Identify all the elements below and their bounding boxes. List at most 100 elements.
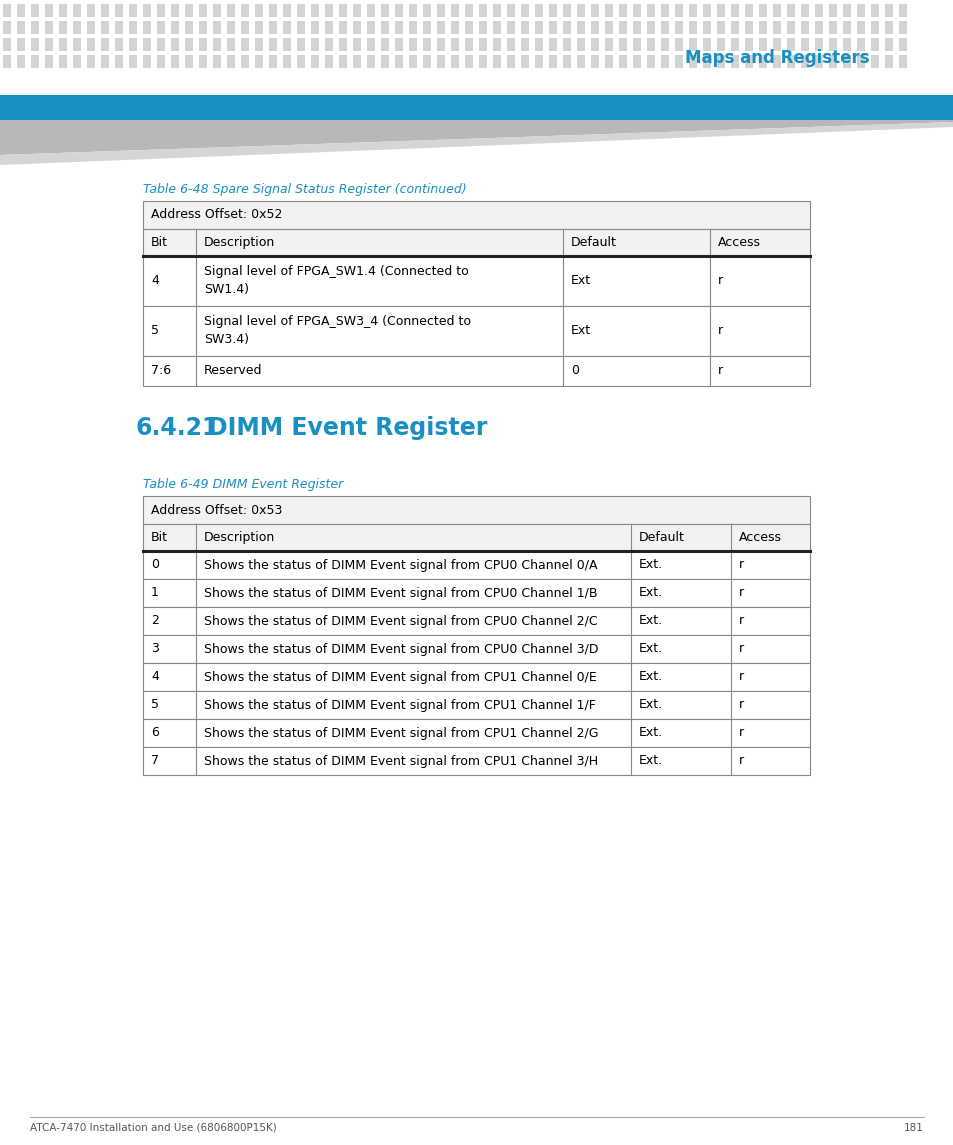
Bar [759,55,766,68]
Bar [409,55,416,68]
Bar [143,524,809,551]
Bar [730,55,739,68]
Bar [143,607,809,635]
Bar [828,21,836,34]
Polygon shape [0,120,953,155]
Text: r: r [739,559,743,571]
Bar [30,3,39,17]
Bar [884,38,892,52]
Bar [73,3,81,17]
Bar [227,55,234,68]
Bar [717,21,724,34]
Bar [101,55,109,68]
Bar [143,496,809,524]
Text: r: r [739,615,743,627]
Bar [786,38,794,52]
Bar [436,3,444,17]
Bar [801,55,808,68]
Bar [493,38,500,52]
Bar [59,21,67,34]
Bar [702,21,710,34]
Bar [856,21,864,34]
Bar [590,55,598,68]
Bar [0,95,953,120]
Bar [870,3,878,17]
Bar [59,38,67,52]
Text: Default: Default [571,236,617,248]
Bar [646,55,655,68]
Text: 0: 0 [571,364,578,378]
Bar [115,38,123,52]
Bar [213,21,221,34]
Bar [478,38,486,52]
Bar [633,55,640,68]
Bar [129,55,137,68]
Bar [730,38,739,52]
Bar [269,55,276,68]
Bar [254,38,263,52]
Bar [17,55,25,68]
Text: Ext.: Ext. [639,615,662,627]
Bar [506,3,515,17]
Bar [451,55,458,68]
Bar [842,3,850,17]
Bar [269,3,276,17]
Bar [325,21,333,34]
Bar [380,38,389,52]
Text: Reserved: Reserved [204,364,262,378]
Text: Shows the status of DIMM Event signal from CPU0 Channel 0/A: Shows the status of DIMM Event signal fr… [204,559,597,571]
Bar [213,38,221,52]
Bar [395,21,402,34]
Text: Ext: Ext [571,275,591,287]
Bar [717,55,724,68]
Bar [464,3,473,17]
Bar [87,3,95,17]
Bar [185,55,193,68]
Bar [213,55,221,68]
Bar [338,3,347,17]
Text: r: r [739,586,743,600]
Bar [535,55,542,68]
Bar [801,21,808,34]
Bar [688,21,697,34]
Bar [520,38,529,52]
Bar [338,38,347,52]
Bar [786,21,794,34]
Bar [353,21,360,34]
Bar [30,21,39,34]
Bar [367,21,375,34]
Text: Ext.: Ext. [639,698,662,711]
Bar [45,55,53,68]
Bar [506,38,515,52]
Bar [870,55,878,68]
Bar [814,38,822,52]
Bar [717,38,724,52]
Bar [618,3,626,17]
Bar [143,55,151,68]
Bar [367,3,375,17]
Text: 3: 3 [151,642,159,655]
Bar [143,747,809,775]
Bar [3,3,11,17]
Bar [101,38,109,52]
Bar [702,38,710,52]
Bar [814,3,822,17]
Bar [380,3,389,17]
Bar [241,38,249,52]
Bar [772,3,781,17]
Bar [3,55,11,68]
Bar [353,38,360,52]
Bar [143,690,809,719]
Bar [143,202,809,229]
Bar [422,21,431,34]
Bar [590,38,598,52]
Bar [759,38,766,52]
Bar [577,3,584,17]
Bar [213,3,221,17]
Bar [604,38,613,52]
Text: 6.4.21: 6.4.21 [136,416,219,440]
Bar [143,3,151,17]
Bar [283,55,291,68]
Polygon shape [0,123,953,165]
Text: Bit: Bit [151,531,168,544]
